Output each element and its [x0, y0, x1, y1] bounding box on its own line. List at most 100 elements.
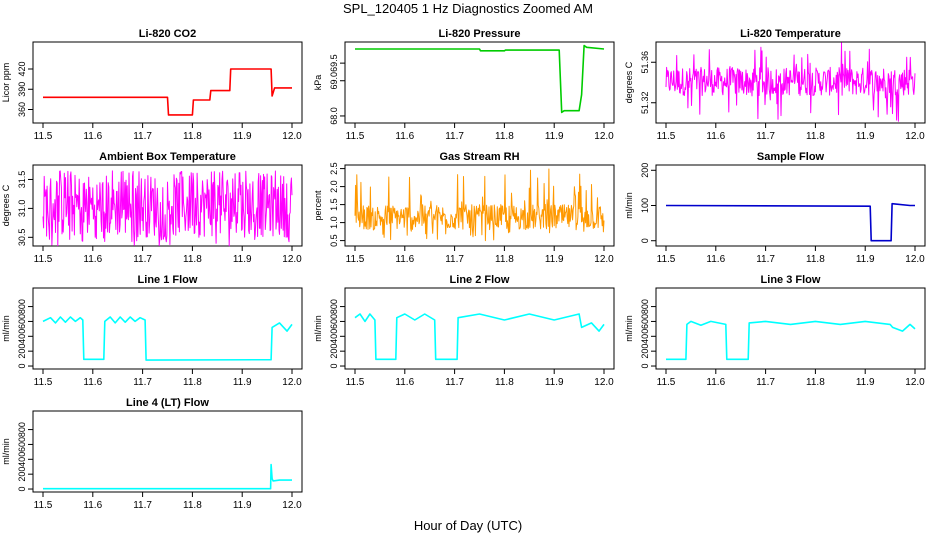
x-tick-label: 11.8 — [495, 254, 514, 265]
panel-10: Line 4 (LT) Flow ml/min 11.5 11.6 11.7 11.8 11… — [1, 397, 303, 511]
x-tick-label: 11.8 — [183, 500, 202, 511]
y-axis-label: degrees C — [1, 184, 11, 226]
x-tick-label: 11.6 — [706, 377, 725, 388]
x-tick-label: 11.8 — [495, 131, 514, 142]
y-tick-label: 2.5 — [329, 162, 339, 175]
panel-title: Line 3 Flow — [761, 274, 821, 286]
x-tick-label: 11.5 — [657, 254, 676, 265]
y-axis-label: ml/min — [1, 315, 11, 342]
y-tick-label: 0.5 — [329, 234, 339, 247]
series-line — [43, 463, 292, 490]
y-tick-label: 600 — [17, 314, 27, 329]
y-axis-label: ml/min — [624, 192, 634, 219]
panel-8: Line 2 Flow ml/min 11.5 11.6 11.7 11.8 11.9 12.… — [313, 274, 615, 388]
x-tick-label: 11.7 — [445, 377, 464, 388]
y-tick-label: 0 — [640, 364, 650, 369]
panel-title: Line 4 (LT) Flow — [126, 397, 209, 409]
x-tick-label: 11.7 — [756, 377, 775, 388]
x-tick-label: 11.9 — [856, 377, 875, 388]
x-tick-label: 11.7 — [133, 254, 152, 265]
x-tick-label: 11.6 — [83, 377, 102, 388]
series-line — [354, 168, 605, 242]
y-axis-label: ml/min — [624, 315, 634, 342]
y-tick-label: 2.0 — [329, 180, 339, 193]
x-tick-label: 11.6 — [706, 131, 725, 142]
x-tick-label: 11.5 — [34, 377, 53, 388]
plot-frame — [344, 287, 615, 370]
series-line — [665, 202, 915, 242]
plot-frame — [344, 164, 615, 247]
x-tick-label: 11.8 — [183, 131, 202, 142]
y-axis-label: ml/min — [313, 315, 323, 342]
y-tick-label: 68.0 — [329, 107, 339, 125]
x-tick-label: 11.5 — [657, 377, 676, 388]
x-tick-label: 11.6 — [395, 377, 414, 388]
x-tick-label: 11.9 — [545, 254, 564, 265]
panel-title: Gas Stream RH — [439, 151, 519, 163]
panel-5: Gas Stream RH percent 11.5 11.6 11.7 11.8 11.9… — [313, 151, 615, 265]
panel-title: Line 2 Flow — [450, 274, 510, 286]
x-tick-label: 12.0 — [282, 500, 302, 511]
y-tick-label: 600 — [17, 437, 27, 452]
x-tick-label: 11.5 — [657, 131, 676, 142]
y-tick-label: 200 — [640, 163, 650, 178]
x-tick-label: 12.0 — [282, 131, 302, 142]
x-tick-label: 11.5 — [34, 254, 53, 265]
x-tick-label: 11.5 — [346, 377, 365, 388]
x-tick-label: 12.0 — [905, 131, 925, 142]
y-tick-label: 30.5 — [17, 229, 27, 247]
x-tick-label: 12.0 — [905, 254, 925, 265]
x-tick-label: 11.7 — [445, 131, 464, 142]
figure-title: SPL_120405 1 Hz Diagnostics Zoomed AM — [342, 1, 594, 16]
y-tick-label: 800 — [329, 299, 339, 314]
y-tick-label: 420 — [17, 61, 27, 76]
y-tick-label: 400 — [17, 452, 27, 467]
x-tick-label: 11.9 — [233, 500, 252, 511]
y-axis-label: Licor ppm — [1, 63, 11, 103]
y-tick-label: 400 — [640, 329, 650, 344]
x-tick-label: 11.8 — [806, 254, 825, 265]
plot-frame — [344, 41, 615, 124]
x-tick-label: 11.5 — [346, 254, 365, 265]
x-tick-label: 12.0 — [594, 377, 614, 388]
x-tick-label: 11.6 — [706, 254, 725, 265]
y-tick-label: 100 — [640, 198, 650, 213]
y-tick-label: 0 — [329, 364, 339, 369]
x-tick-label: 11.8 — [183, 377, 202, 388]
x-tick-label: 11.7 — [756, 131, 775, 142]
y-tick-label: 200 — [640, 344, 650, 359]
x-tick-label: 11.7 — [133, 131, 152, 142]
x-tick-label: 11.5 — [34, 500, 53, 511]
series-line — [355, 44, 605, 114]
x-tick-label: 11.9 — [545, 377, 564, 388]
y-tick-label: 0 — [640, 238, 650, 243]
series-line — [42, 170, 293, 247]
y-tick-label: 200 — [329, 344, 339, 359]
y-tick-label: 0 — [17, 364, 27, 369]
panel-1: Li-820 CO2 Licor ppm 11.5 11.6 11.7 11.8 11.9 1… — [1, 28, 303, 142]
series-line — [666, 320, 916, 361]
x-tick-label: 11.6 — [83, 131, 102, 142]
x-tick-label: 11.8 — [806, 131, 825, 142]
panel-4: Ambient Box Temperature degrees C 11.5 11.6… — [1, 151, 303, 265]
panel-title: Li-820 Temperature — [740, 28, 841, 40]
y-tick-label: 400 — [17, 329, 27, 344]
y-tick-label: 600 — [329, 314, 339, 329]
y-tick-label: 1.0 — [329, 216, 339, 229]
x-tick-label: 11.7 — [445, 254, 464, 265]
panel-title: Li-820 CO2 — [139, 28, 196, 40]
y-tick-label: 69.5 — [329, 54, 339, 72]
x-tick-label: 11.7 — [756, 254, 775, 265]
y-tick-label: 800 — [17, 299, 27, 314]
plot-frame — [655, 287, 926, 370]
panel-6: Sample Flow ml/min 11.5 11.6 11.7 11.8 11.9 12.… — [624, 151, 926, 265]
y-tick-label: 31.0 — [17, 200, 27, 218]
x-tick-label: 11.9 — [233, 377, 252, 388]
y-tick-label: 51.32 — [640, 91, 650, 114]
panel-3: Li-820 Temperature degrees C 11.5 11.6 11.7 1… — [624, 28, 926, 142]
plot-frame — [32, 287, 303, 370]
y-tick-label: 69.0 — [329, 72, 339, 90]
plot-frame — [32, 164, 303, 247]
x-tick-label: 11.7 — [133, 377, 152, 388]
